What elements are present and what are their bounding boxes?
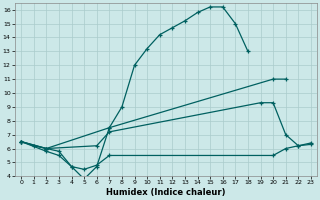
X-axis label: Humidex (Indice chaleur): Humidex (Indice chaleur)	[106, 188, 226, 197]
